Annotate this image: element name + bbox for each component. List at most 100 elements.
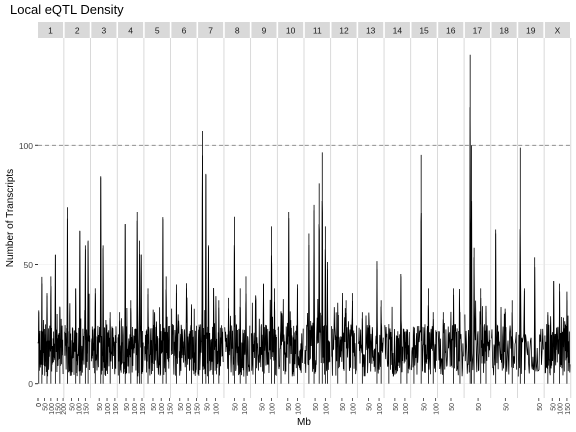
- x-tick-label: 50: [42, 403, 49, 411]
- x-tick-label: 100: [558, 403, 565, 415]
- y-tick-label: 100: [19, 141, 33, 151]
- facet-strip: [171, 22, 197, 38]
- facet-panel-12: 12 50 100: [331, 22, 358, 415]
- x-tick-label: 50: [259, 403, 266, 411]
- x-tick-label: 150: [167, 403, 174, 415]
- x-tick-label: 50: [97, 403, 104, 411]
- facet-strip-label: 16: [446, 26, 456, 36]
- facet-panel-7: 7 50 100: [197, 22, 225, 415]
- x-tick-label: 50: [476, 403, 483, 411]
- y-tick-label: 0: [28, 379, 33, 389]
- x-tick-label: 150: [565, 403, 572, 415]
- x-tick-label: 0: [36, 403, 43, 407]
- x-tick-label: 50: [70, 403, 77, 411]
- x-tick-label: 50: [178, 403, 185, 411]
- facet-panel-11: 11 50 100: [304, 22, 332, 415]
- x-tick-label: 100: [159, 403, 166, 415]
- facet-strip-label: 13: [366, 26, 376, 36]
- x-tick-label: 100: [377, 403, 384, 415]
- facet-panel-X: X 50 100 150: [544, 22, 572, 415]
- series-line-chr-19: [517, 229, 544, 377]
- facet-panel-3: 3 50 100 150: [90, 22, 120, 415]
- x-tick-label: 100: [105, 403, 112, 415]
- x-tick-label: 50: [393, 403, 400, 411]
- x-axis-title: Mb: [297, 417, 311, 428]
- x-tick-label: 100: [403, 403, 410, 415]
- series-line-chr-6: [171, 283, 197, 376]
- facet-strip: [331, 22, 357, 38]
- x-tick-label: 50: [340, 403, 347, 411]
- x-tick-label: 100: [186, 403, 193, 415]
- x-tick-label: 100: [242, 403, 249, 415]
- series-line-chr-15: [411, 212, 437, 375]
- x-tick-label: 100: [434, 403, 441, 415]
- series-line-chr-16: [437, 289, 464, 377]
- facet-strip-label: X: [555, 26, 561, 36]
- facet-panel-4: 4 50 100 150: [117, 22, 147, 415]
- facet-panel-13: 13 50 100: [357, 22, 385, 415]
- x-tick-label: 50: [151, 403, 158, 411]
- facet-strip: [251, 22, 277, 38]
- x-tick-label: 150: [113, 403, 120, 415]
- facet-panel-14: 14 50 100: [384, 22, 412, 415]
- x-tick-label: 200: [61, 403, 68, 415]
- facet-strip: [198, 22, 224, 38]
- x-tick-label: 50: [422, 403, 429, 411]
- facet-strip: [518, 22, 544, 38]
- facet-strip-label: 11: [313, 26, 322, 36]
- facet-strip-label: 5: [155, 26, 160, 36]
- x-tick-label: 100: [295, 403, 302, 415]
- facet-strip-label: 15: [419, 26, 429, 36]
- x-tick-label: 50: [550, 403, 557, 411]
- facet-strip-label: 6: [182, 26, 187, 36]
- x-tick-label: 100: [49, 403, 56, 415]
- x-tick-label: 100: [350, 403, 357, 415]
- x-tick-label: 50: [367, 403, 374, 411]
- facet-strip-label: 9: [262, 26, 267, 36]
- facet-strip-label: 10: [286, 26, 296, 36]
- facet-strip: [358, 22, 384, 38]
- facet-strip-label: 14: [393, 26, 403, 36]
- x-tick-label: 50: [313, 403, 320, 411]
- facet-strip: [411, 22, 437, 38]
- facet-panel-6: 6 50 100 150: [171, 22, 201, 415]
- facet-strip-label: 1: [48, 26, 53, 36]
- facet-strip: [278, 22, 304, 38]
- x-tick-label: 150: [194, 403, 201, 415]
- facet-strip: [91, 22, 117, 38]
- y-axis-title: Number of Transcripts: [5, 169, 16, 267]
- x-tick-label: 50: [205, 403, 212, 411]
- x-tick-label: 50: [286, 403, 293, 411]
- x-tick-label: 50: [537, 403, 544, 411]
- x-tick-label: 150: [55, 403, 62, 415]
- facet-strip: [144, 22, 170, 38]
- x-tick-label: 100: [213, 403, 220, 415]
- facet-strip: [491, 22, 517, 38]
- x-tick-label: 50: [232, 403, 239, 411]
- facet-strip-label: 7: [208, 26, 213, 36]
- facet-strip: [64, 22, 90, 38]
- x-tick-label: 100: [132, 403, 139, 415]
- facet-strip-label: 3: [102, 26, 107, 36]
- facet-strip-label: 18: [499, 26, 509, 36]
- series-line-chr-9: [251, 255, 277, 376]
- chart-title: Local eQTL Density: [10, 2, 124, 17]
- x-tick-label: 0: [36, 403, 43, 407]
- facet-strip: [118, 22, 144, 38]
- facet-strip: [384, 22, 410, 38]
- facet-strip: [224, 22, 250, 38]
- x-tick-label: 150: [140, 403, 147, 415]
- facet-strip: [438, 22, 464, 38]
- facet-panel-5: 5 50 100 150: [144, 22, 174, 415]
- series-line-chr-10: [277, 218, 304, 377]
- facet-strip-label: 2: [75, 26, 80, 36]
- facet-strip-label: 19: [526, 26, 536, 36]
- facet-strip: [38, 22, 64, 38]
- facet-strip: [544, 22, 570, 38]
- x-tick-label: 100: [270, 403, 277, 415]
